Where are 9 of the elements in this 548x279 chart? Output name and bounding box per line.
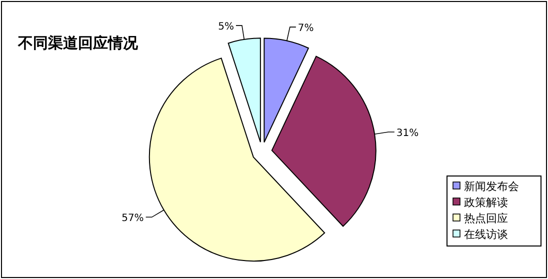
legend-label: 在线访谈 — [464, 228, 508, 241]
legend-label: 热点回应 — [464, 212, 508, 225]
data-label: 5% — [218, 22, 234, 33]
data-label: 57% — [122, 213, 144, 224]
data-label: 31% — [396, 128, 419, 139]
text: 不同渠道回应情况 — [17, 34, 139, 52]
data-label: 7% — [298, 23, 314, 34]
legend-label: 新闻发布会 — [464, 180, 519, 193]
legend-label: 政策解读 — [464, 196, 508, 209]
